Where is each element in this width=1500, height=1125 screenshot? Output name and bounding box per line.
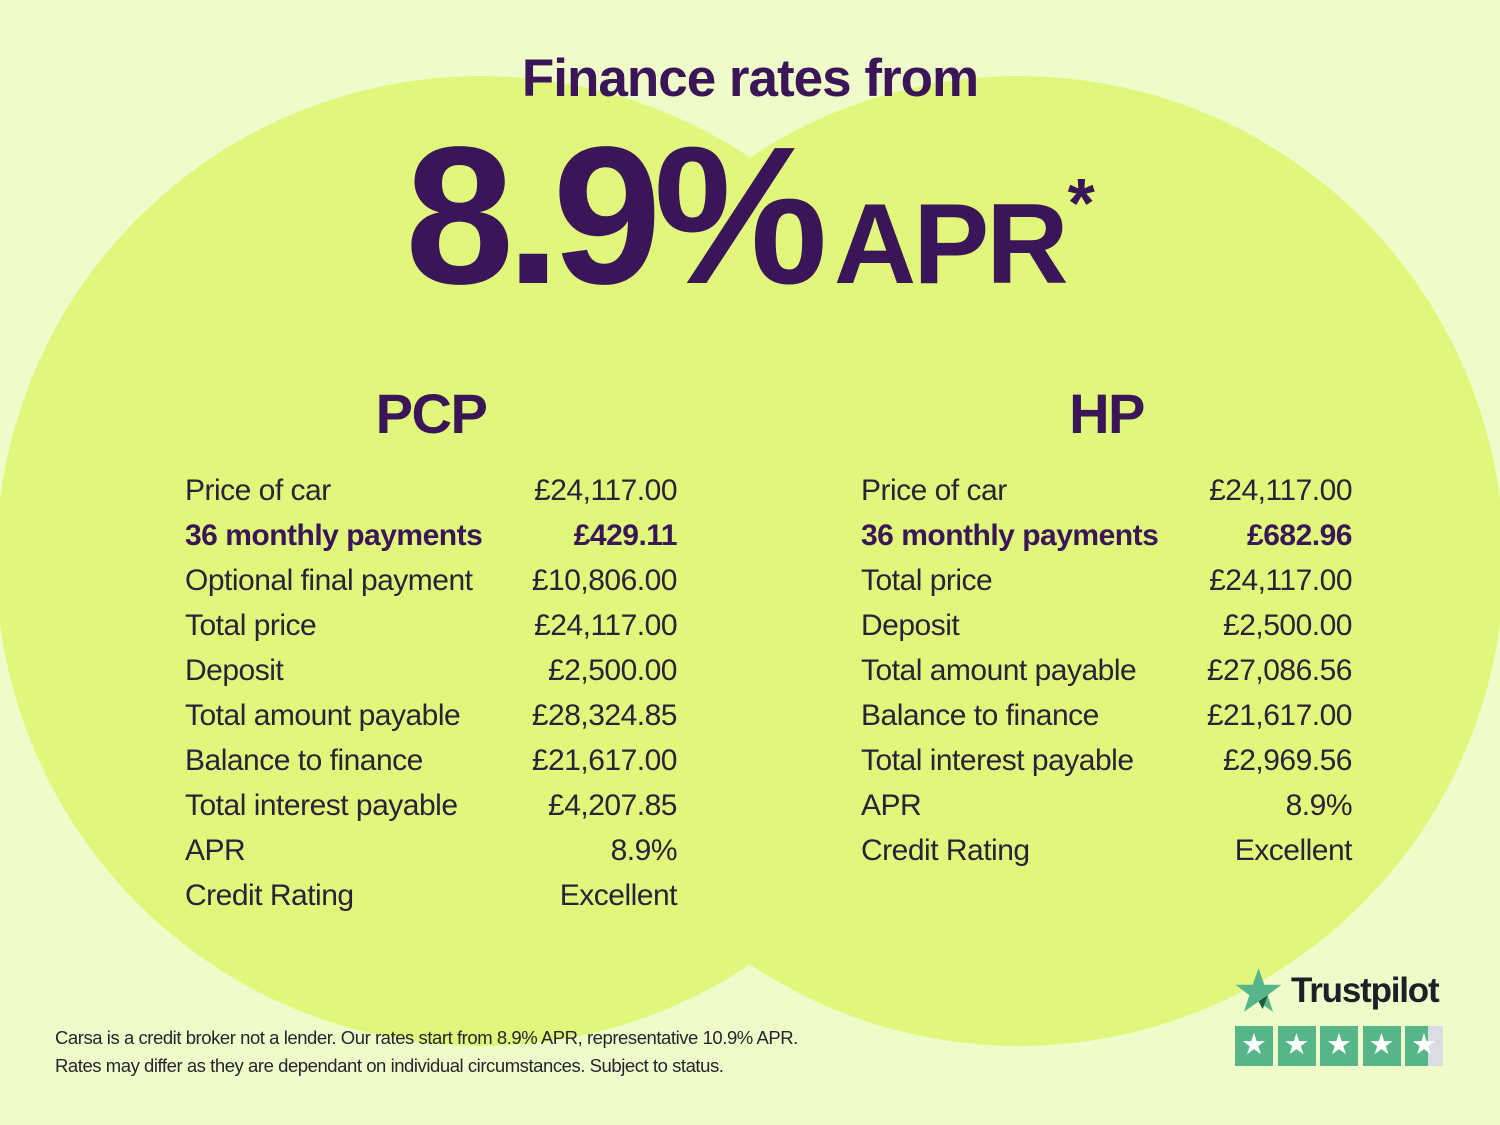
rate-suffix: APR [833,181,1069,308]
row-value: Excellent [559,879,678,912]
trustpilot-star-icon [1235,968,1282,1012]
row-label: 36 monthly payments [861,519,1159,552]
table-row: Deposit £2,500.00 [185,648,677,693]
row-label: Credit Rating [861,834,1030,867]
row-value: £4,207.85 [548,789,677,822]
table-row: Price of car £24,117.00 [861,468,1352,513]
row-label: Total price [185,609,317,642]
table-row: APR 8.9% [185,828,678,873]
row-value: Excellent [1234,834,1353,867]
row-label: Price of car [861,474,1007,507]
disclaimer: Carsa is a credit broker not a lender. O… [55,1024,798,1080]
row-value: £21,617.00 [531,744,678,777]
row-label: Deposit [861,609,960,642]
star-icon: ★ [1283,1028,1310,1061]
pcp-table-rows: Price of car £24,117.00 36 monthly payment… [185,468,678,918]
rate-value: 8.9% [405,106,828,325]
trustpilot-star-square: ★ [1277,1026,1316,1066]
table-row: Total price £24,117.00 [185,603,677,648]
headline-rate: 8.9% APR* [0,118,1500,314]
table-row: Balance to finance £21,617.00 [185,738,678,783]
row-label: APR [185,834,246,867]
row-value: £429.11 [573,519,678,552]
table-row: Total amount payable £28,324.85 [185,693,678,738]
trustpilot-star-square: ★ [1235,1026,1273,1066]
table-row: Credit Rating Excellent [185,873,678,918]
trustpilot-widget: Trustpilot ★ ★ ★ ★ ★ [1235,968,1443,1066]
row-label: APR [861,789,922,822]
table-row: Total amount payable £27,086.56 [861,648,1353,693]
row-label: Optional final payment [185,564,473,597]
trustpilot-star-square: ★ [1362,1026,1401,1066]
row-value: £28,324.85 [531,699,678,732]
row-value: 8.9% [610,834,678,867]
row-value: £10,806.00 [531,564,678,597]
row-label: 36 monthly payments [185,519,483,552]
star-icon: ★ [1411,1028,1437,1061]
row-label: Balance to finance [861,699,1099,732]
row-value: £2,500.00 [1223,609,1352,642]
star-icon: ★ [1368,1028,1395,1061]
row-value: £24,117.00 [1209,474,1352,507]
row-label: Deposit [185,654,284,687]
row-label: Total amount payable [185,699,461,732]
hp-table-title: HP [1069,382,1145,445]
row-value: 8.9% [1285,789,1353,822]
table-row: Price of car £24,117.00 [185,468,677,513]
row-value: £21,617.00 [1206,699,1353,732]
disclaimer-line-1: Carsa is a credit broker not a lender. O… [55,1027,798,1048]
hp-table: HP Price of car £24,117.00 36 monthly paym… [861,382,1353,873]
rate-asterisk: * [1067,164,1095,242]
hp-table-rows: Price of car £24,117.00 36 monthly payment… [861,468,1353,873]
row-label: Price of car [185,474,331,507]
trustpilot-rating-stars: ★ ★ ★ ★ ★ [1235,1026,1443,1066]
table-row: Total interest payable £2,969.56 [861,738,1352,783]
star-icon: ★ [1326,1028,1352,1061]
table-row: Optional final payment £10,806.00 [185,558,678,603]
table-row: Balance to finance £21,617.00 [861,693,1353,738]
pcp-table-title: PCP [375,382,488,445]
trustpilot-star-square: ★ [1405,1026,1443,1066]
row-value: £27,086.56 [1206,654,1353,687]
trustpilot-wordmark: Trustpilot [1291,970,1440,1010]
row-value: £2,500.00 [548,654,677,687]
trustpilot-star-square: ★ [1320,1026,1358,1066]
table-row: Total interest payable £4,207.85 [185,783,677,828]
background-circle-right [534,76,1500,1046]
row-label: Total amount payable [861,654,1137,687]
row-label: Total interest payable [861,744,1134,777]
row-value: £682.96 [1247,519,1352,552]
trustpilot-logo: Trustpilot [1235,968,1443,1013]
row-label: Total price [861,564,993,597]
row-label: Credit Rating [185,879,354,912]
table-row: Deposit £2,500.00 [861,603,1352,648]
star-icon: ★ [1241,1028,1267,1061]
disclaimer-line-2: Rates may differ as they are dependant o… [55,1055,724,1076]
table-row: Credit Rating Excellent [861,828,1353,873]
table-row: 36 monthly payments £682.96 [861,513,1352,558]
row-value: £24,117.00 [534,609,677,642]
row-value: £24,117.00 [1209,564,1352,597]
table-row: Total price £24,117.00 [861,558,1352,603]
row-label: Balance to finance [185,744,423,777]
row-value: £24,117.00 [534,474,677,507]
page-title: Finance rates from [521,49,979,108]
row-label: Total interest payable [185,789,458,822]
row-value: £2,969.56 [1223,744,1352,777]
pcp-table: PCP Price of car £24,117.00 36 monthly pay… [185,382,678,918]
table-row: APR 8.9% [861,783,1353,828]
table-row: 36 monthly payments £429.11 [185,513,678,558]
